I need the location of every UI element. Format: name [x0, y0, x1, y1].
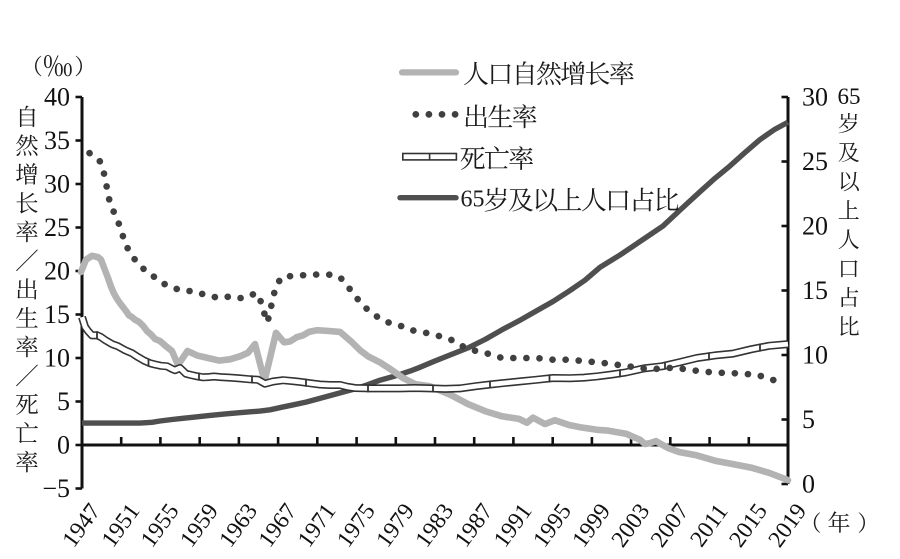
- svg-text:25: 25: [802, 147, 828, 176]
- svg-text:0: 0: [802, 470, 815, 499]
- svg-text:0: 0: [57, 431, 70, 460]
- svg-text:5: 5: [57, 387, 70, 416]
- svg-text:35: 35: [44, 126, 70, 155]
- svg-text:65: 65: [838, 84, 861, 109]
- svg-text:10: 10: [44, 344, 70, 373]
- svg-text:15: 15: [802, 276, 828, 305]
- svg-text:30: 30: [44, 170, 70, 199]
- svg-text:20: 20: [44, 257, 70, 286]
- svg-text:40: 40: [44, 83, 70, 112]
- svg-text:−5: −5: [42, 474, 70, 503]
- svg-text:25: 25: [44, 213, 70, 242]
- svg-text:30: 30: [802, 83, 828, 112]
- svg-text:20: 20: [802, 212, 828, 241]
- svg-text:5: 5: [802, 405, 815, 434]
- svg-text:10: 10: [802, 341, 828, 370]
- svg-text:15: 15: [44, 300, 70, 329]
- svg-text:65: 65: [461, 187, 485, 213]
